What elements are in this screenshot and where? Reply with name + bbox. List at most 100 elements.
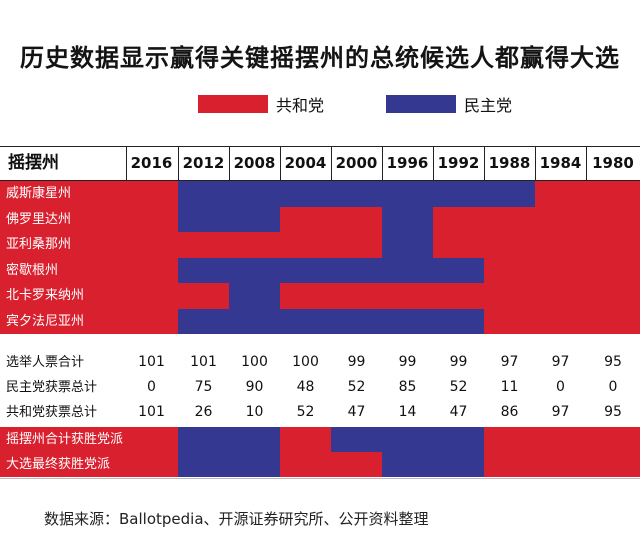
- summary-row-1-cell-2016: [126, 452, 178, 477]
- totals-row-2-value-1988: 86: [500, 404, 519, 420]
- header-year-2016: 2016: [130, 154, 173, 172]
- state-row-0-cell-2008: [229, 181, 281, 207]
- state-row-0-cell-1988: [484, 181, 536, 207]
- legend-swatch-republican: [198, 95, 268, 113]
- state-row-2-cell-2008: [229, 232, 281, 258]
- header-separator: [382, 146, 383, 180]
- header-year-2000: 2000: [335, 154, 378, 172]
- state-row-2-cell-2012: [178, 232, 230, 258]
- summary-row-1-cell-1980: [586, 452, 640, 477]
- state-row-4-cell-1984: [535, 283, 587, 309]
- header-year-1980: 1980: [592, 154, 634, 172]
- state-row-3-cell-2012: [178, 258, 230, 283]
- totals-row-2-value-1984: 97: [551, 404, 570, 420]
- legend-label-democrat: 民主党: [464, 96, 513, 115]
- totals-row-0-value-2008: 100: [241, 354, 268, 370]
- state-row-4-cell-2004: [280, 283, 332, 309]
- state-row-1-label-cell: [0, 207, 126, 232]
- state-row-2-label-cell: [0, 232, 126, 258]
- totals-row-0-value-1988: 97: [500, 354, 519, 370]
- totals-row-2-value-1996: 14: [398, 404, 417, 420]
- header-year-2004: 2004: [284, 154, 327, 172]
- totals-row-0-value-2000: 99: [347, 354, 366, 370]
- state-row-5-cell-1984: [535, 309, 587, 334]
- summary-row-0-cell-2012: [178, 427, 230, 452]
- summary-row-0-cell-2016: [126, 427, 178, 452]
- totals-row-1-label: 民主党获票总计: [6, 380, 98, 395]
- header-separator: [331, 146, 332, 180]
- totals-row-1-value-1988: 11: [500, 379, 519, 395]
- totals-row-1-value-2008: 90: [245, 379, 264, 395]
- totals-row-0-value-1996: 99: [398, 354, 417, 370]
- state-row-0-cell-1984: [535, 181, 587, 207]
- header-year-1992: 1992: [437, 154, 480, 172]
- header-separator: [586, 146, 587, 180]
- state-row-1-cell-2000: [331, 207, 383, 232]
- state-row-5-cell-1980: [586, 309, 640, 334]
- state-row-0-cell-2012: [178, 181, 230, 207]
- state-row-5-cell-1996: [382, 309, 434, 334]
- header-year-2012: 2012: [182, 154, 225, 172]
- totals-row-0-value-1992: 99: [449, 354, 468, 370]
- totals-row-0-value-1984: 97: [551, 354, 570, 370]
- state-row-5-cell-2016: [126, 309, 178, 334]
- header-state-label: 摇摆州: [8, 153, 59, 173]
- header-separator: [280, 146, 281, 180]
- summary-row-1-cell-1996: [382, 452, 434, 477]
- summary-row-0-cell-1980: [586, 427, 640, 452]
- totals-row-2-value-2000: 47: [347, 404, 366, 420]
- totals-row-2-value-2012: 26: [194, 404, 213, 420]
- state-row-4-cell-2000: [331, 283, 383, 309]
- header-bottom-rule: [0, 180, 640, 181]
- state-row-5-cell-2000: [331, 309, 383, 334]
- state-row-0-cell-1980: [586, 181, 640, 207]
- state-row-1-cell-1992: [433, 207, 485, 232]
- header-separator: [229, 146, 230, 180]
- state-row-3-cell-1980: [586, 258, 640, 283]
- state-row-2-cell-2004: [280, 232, 332, 258]
- state-row-3-cell-1984: [535, 258, 587, 283]
- totals-row-1-value-1984: 0: [556, 379, 565, 395]
- state-row-0-cell-1992: [433, 181, 485, 207]
- totals-row-2-value-1992: 47: [449, 404, 468, 420]
- summary-row-1-cell-2012: [178, 452, 230, 477]
- state-row-5-cell-1992: [433, 309, 485, 334]
- header-separator: [126, 146, 127, 180]
- state-row-1-cell-1996: [382, 207, 434, 232]
- summary-row-1-cell-2000: [331, 452, 383, 477]
- state-row-5-label: 宾夕法尼亚州: [6, 314, 85, 329]
- state-row-4-cell-1992: [433, 283, 485, 309]
- state-row-3-cell-2004: [280, 258, 332, 283]
- summary-row-1-cell-2004: [280, 452, 332, 477]
- state-row-4-cell-1980: [586, 283, 640, 309]
- totals-row-2-value-1980: 95: [604, 404, 622, 420]
- header-top-rule: [0, 146, 640, 147]
- state-row-2-cell-1996: [382, 232, 434, 258]
- summary-row-0-cell-1988: [484, 427, 536, 452]
- state-row-2-cell-1988: [484, 232, 536, 258]
- state-row-0-cell-2016: [126, 181, 178, 207]
- totals-row-1-value-1980: 0: [608, 379, 618, 395]
- state-row-5-cell-2004: [280, 309, 332, 334]
- state-row-4-cell-2016: [126, 283, 178, 309]
- state-row-2-label: 亚利桑那州: [6, 237, 72, 252]
- state-row-1-cell-1980: [586, 207, 640, 232]
- totals-row-2-value-2016: 101: [138, 404, 165, 420]
- state-row-4-cell-1988: [484, 283, 536, 309]
- totals-row-2-label: 共和党获票总计: [6, 405, 98, 420]
- summary-row-0-cell-2008: [229, 427, 281, 452]
- header-year-2008: 2008: [233, 154, 276, 172]
- legend-swatch-democrat: [386, 95, 456, 113]
- summary-row-0-cell-2000: [331, 427, 383, 452]
- state-row-3-cell-2008: [229, 258, 281, 283]
- summary-row-1-label: 大选最终获胜党派: [6, 457, 111, 472]
- source-note: 数据来源：Ballotpedia、开源证券研究所、公开资料整理: [44, 510, 429, 528]
- totals-row-1-value-1992: 52: [449, 379, 468, 395]
- legend-item-republican: 共和党: [198, 92, 324, 116]
- state-row-3-cell-2000: [331, 258, 383, 283]
- state-row-0-label-cell: [0, 181, 126, 207]
- totals-row-1-value-2004: 48: [296, 379, 315, 395]
- summary-row-0-cell-1996: [382, 427, 434, 452]
- totals-row-1-value-2012: 75: [194, 379, 213, 395]
- header-separator: [433, 146, 434, 180]
